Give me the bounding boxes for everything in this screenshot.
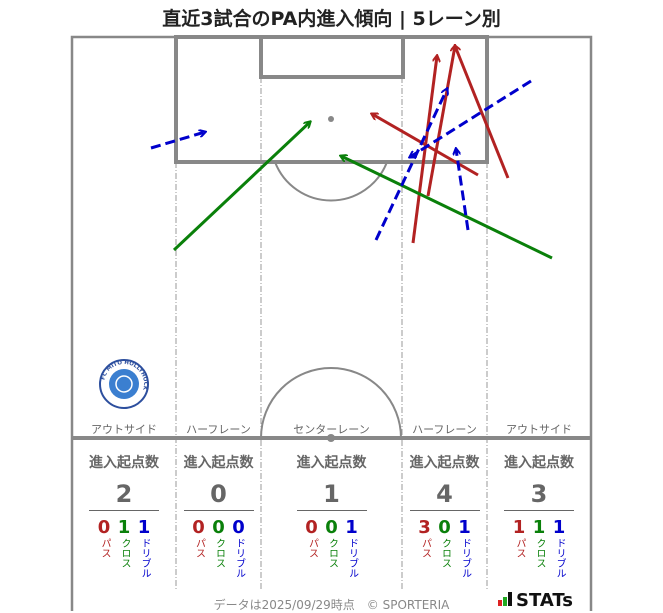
cross-label: クロス bbox=[439, 538, 451, 568]
entry-total: 1 bbox=[296, 480, 367, 511]
cross-count: 0 bbox=[438, 517, 451, 538]
center-circle bbox=[260, 367, 402, 439]
lane-label: ハーフレーン bbox=[412, 423, 477, 436]
cross-count: 0 bbox=[212, 517, 225, 538]
dribble-arrow bbox=[374, 89, 447, 241]
dribble-count: 1 bbox=[137, 517, 151, 538]
dribble-label: ドリブル bbox=[233, 538, 245, 578]
dribble-label: ドリブル bbox=[346, 538, 358, 578]
dribble-label: ドリブル bbox=[554, 538, 565, 578]
pass-label: パス bbox=[99, 538, 110, 558]
chart-title: 直近3試合のPA内進入傾向 | 5レーン別 bbox=[162, 8, 501, 30]
cross-label: クロス bbox=[119, 538, 130, 568]
lane-stats: 進入起点数 1 0 パス 0 クロス 1 ドリブル bbox=[261, 452, 402, 578]
dribble-label: ドリブル bbox=[459, 538, 471, 578]
cross-label: クロス bbox=[534, 538, 545, 568]
pass-arrow bbox=[426, 46, 455, 197]
penalty-area bbox=[174, 35, 489, 164]
center-spot bbox=[327, 434, 335, 442]
lane-stats: 進入起点数 0 0 パス 0 クロス 0 ドリブル bbox=[176, 452, 261, 578]
pass-count: 0 bbox=[192, 517, 205, 538]
pass-count: 3 bbox=[418, 517, 431, 538]
entry-total: 4 bbox=[409, 480, 480, 511]
stat-header: 進入起点数 bbox=[89, 455, 159, 471]
dribble-count: 1 bbox=[552, 517, 566, 538]
cross-label: クロス bbox=[213, 538, 225, 568]
dribble-count: 0 bbox=[232, 517, 245, 538]
stats-logo-text: STATs bbox=[516, 590, 573, 611]
dribble-arrow bbox=[410, 79, 532, 157]
cross-arrow bbox=[341, 156, 553, 260]
lane-stats: 進入起点数 2 0 パス 1 クロス 1 ドリブル bbox=[72, 452, 176, 578]
stats-logo: STATs bbox=[498, 590, 573, 611]
pass-arrow bbox=[455, 46, 510, 179]
pass-label: パス bbox=[514, 538, 525, 558]
cross-label: クロス bbox=[326, 538, 338, 568]
dribble-count: 1 bbox=[458, 517, 471, 538]
lane-stats: 進入起点数 4 3 パス 0 クロス 1 ドリブル bbox=[402, 452, 487, 578]
team-logo: FC MITO HOLLYHOCK bbox=[99, 359, 149, 409]
cross-count: 1 bbox=[117, 517, 131, 538]
dribble-count: 1 bbox=[345, 517, 358, 538]
cross-count: 0 bbox=[325, 517, 338, 538]
entry-total: 0 bbox=[183, 480, 254, 511]
lane-label: ハーフレーン bbox=[186, 423, 251, 436]
pass-count: 1 bbox=[512, 517, 526, 538]
pass-label: パス bbox=[419, 538, 431, 558]
lane-label: アウトサイド bbox=[506, 423, 572, 436]
penalty-spot bbox=[328, 116, 334, 122]
dribble-label: ドリブル bbox=[139, 538, 150, 578]
pass-count: 0 bbox=[97, 517, 111, 538]
lane-label: アウトサイド bbox=[91, 423, 157, 436]
pass-label: パス bbox=[306, 538, 318, 558]
dribble-arrow bbox=[150, 132, 205, 150]
lane-stats: 進入起点数 3 1 パス 1 クロス 1 ドリブル bbox=[487, 452, 591, 578]
goal-area bbox=[259, 35, 405, 79]
entry-total: 3 bbox=[504, 480, 574, 511]
cross-arrow bbox=[172, 122, 310, 252]
lane-label: センターレーン bbox=[293, 423, 370, 436]
stat-header: 進入起点数 bbox=[183, 455, 254, 471]
stat-header: 進入起点数 bbox=[504, 455, 574, 471]
footer-note: データは2025/09/29時点 © SPORTERIA bbox=[213, 598, 450, 612]
dribble-arrow bbox=[456, 149, 470, 231]
cross-count: 1 bbox=[532, 517, 546, 538]
stat-header: 進入起点数 bbox=[409, 455, 480, 471]
pass-label: パス bbox=[193, 538, 205, 558]
pass-arrow bbox=[372, 114, 479, 177]
stat-header: 進入起点数 bbox=[296, 455, 367, 471]
pass-count: 0 bbox=[305, 517, 318, 538]
pass-arrow bbox=[411, 56, 437, 244]
entry-total: 2 bbox=[89, 480, 159, 511]
penalty-arc bbox=[274, 161, 388, 202]
